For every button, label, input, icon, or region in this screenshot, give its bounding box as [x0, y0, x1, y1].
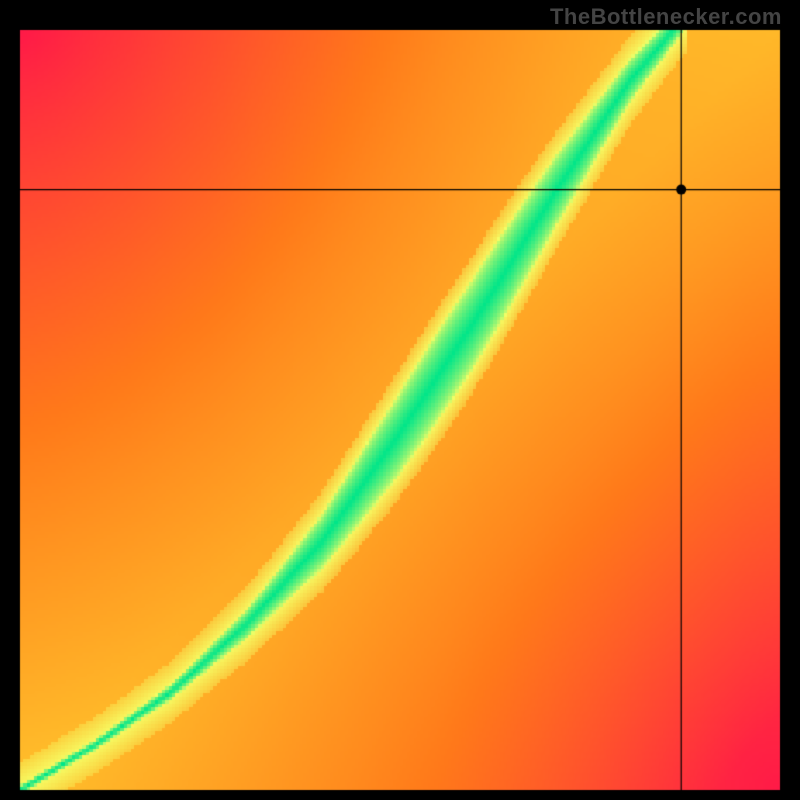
chart-container: TheBottlenecker.com: [0, 0, 800, 800]
bottleneck-heatmap: [0, 0, 800, 800]
watermark-text: TheBottlenecker.com: [550, 4, 782, 30]
